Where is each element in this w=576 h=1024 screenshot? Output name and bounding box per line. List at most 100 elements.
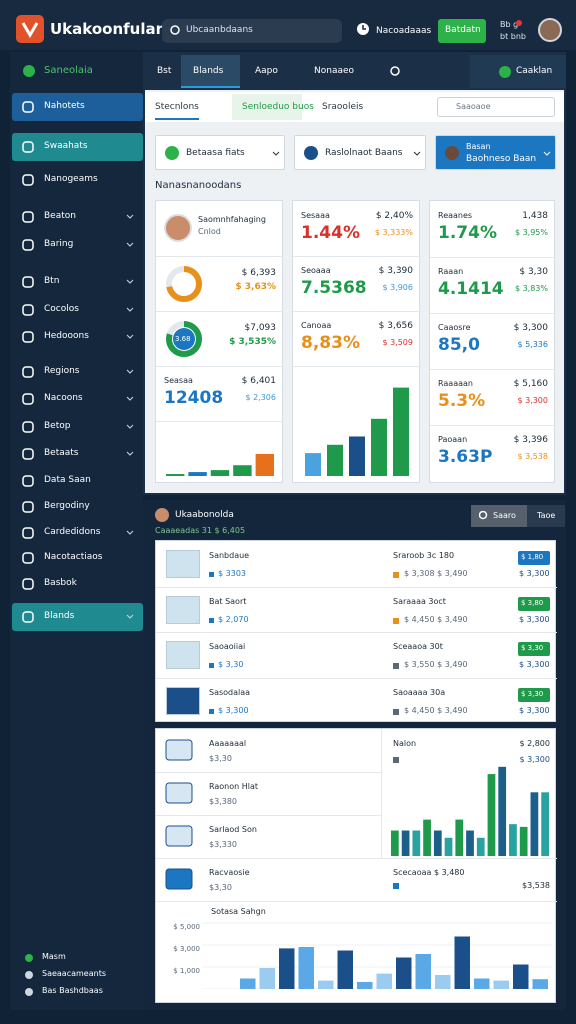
nav-label: Bergodiny [44,501,90,511]
nav-icon [22,276,34,288]
filter-placeholder: Saaoaoe [456,102,491,111]
legend-icon [393,757,399,763]
row-title[interactable]: Bat Saort [209,596,247,606]
item-title[interactable]: Racvaosie [209,868,250,877]
bar [530,792,539,856]
icon [22,211,34,223]
item-title[interactable]: Raonon Hlat [209,782,259,791]
row-title[interactable]: Sasodalaa [209,687,251,697]
search-button[interactable]: Saaro [471,505,527,527]
footer-icon [25,988,33,996]
nav-icon [22,211,34,223]
bar [349,436,365,476]
subtab[interactable]: Sraooleis [322,102,364,112]
chevron [126,307,134,312]
dropdown-label: Raslolnaot Baans [325,148,403,158]
subtab[interactable]: Senloeduo buos [242,102,314,112]
nav-item[interactable]: Cocolos [12,296,143,324]
row-title[interactable]: Sanbdaue [209,551,250,560]
bar [210,470,230,476]
nav-item[interactable]: Betaats [12,440,143,468]
nav-item[interactable]: Btn [12,268,143,296]
bar [357,982,373,989]
icon [445,146,459,160]
top-right-label[interactable]: Caaklan [516,66,553,76]
stat-label: Seoaaa [301,266,331,275]
nav-icon [22,141,34,153]
primary-button[interactable]: Batdatn [438,19,486,43]
avatar[interactable] [538,18,562,42]
stat-amount: $ 3,656 [378,321,413,331]
row-icon [209,663,214,668]
tab[interactable]: Nonaaeo [314,66,355,76]
nav-item[interactable]: Baring [12,231,143,259]
stat-value: 85,0 [438,335,480,355]
nav-item[interactable]: Nacotactiaos [12,544,143,572]
bar [305,453,321,476]
row-middle-value: $ 3,550 $ 3,490 [404,660,468,669]
nav-item[interactable]: Swaahats [12,133,143,161]
bar [233,465,252,476]
nav-item[interactable]: Beaton [12,203,143,231]
button-label: Batdatn [445,25,481,35]
stat-value: 1.44% [301,223,360,243]
nav-item[interactable]: Regions [12,358,143,386]
bar [498,766,507,856]
nav-icon [22,366,34,378]
brand: Ukakoonfulan [50,20,167,38]
item-title[interactable]: Sarlaod Son [209,825,257,834]
nav-label: Baring [44,239,74,249]
dropdown[interactable]: Baohneso Baan Basan [435,135,556,170]
nav-icon [22,174,34,186]
toggle-button[interactable]: Taoe [527,505,565,527]
nav-label: Nacotactiaos [44,552,103,562]
bar [298,947,314,989]
nav-item[interactable]: Basbok [12,570,143,598]
nav-item[interactable]: Nacoons [12,385,143,413]
bar [532,979,548,989]
dropdown[interactable]: Betaasa fiats [155,135,285,170]
subtab-highlight [232,94,302,120]
badge: $ 3,30 [518,642,550,656]
search-button-label: Saaro [493,511,516,520]
section-title: Nanasnanoodans [155,180,242,191]
footer-link[interactable]: Bas Bashdbaas [42,986,103,995]
nav-label: Cocolos [44,304,79,314]
bar [391,830,399,856]
nav-icon [22,101,34,113]
nav-item[interactable]: Hedooons [12,323,143,351]
nav-item[interactable]: Nahotets [12,93,143,121]
nav-item[interactable]: Nanogeams [12,166,143,194]
nav-icon [22,527,34,539]
filter-search[interactable]: Saaoaoe [437,97,555,117]
donut-arc [166,321,202,357]
tab[interactable]: Bst [157,66,172,76]
nav-label: Nanogeams [44,174,98,184]
item-title[interactable]: Aaaaaaal [209,739,247,748]
nav-item[interactable]: Data Saan [12,467,143,495]
divider [156,366,284,367]
icon [22,421,34,433]
icon [22,276,34,288]
icon [22,304,34,316]
footer-link[interactable]: Masm [42,952,66,961]
stat-label: Sesaaa [301,211,330,220]
row-middle-value: $ 4,450 $ 3,490 [404,614,468,624]
nav-label: Betop [44,421,71,431]
dropdown[interactable]: Raslolnaot Baans [294,135,426,170]
divider [430,425,556,426]
nav-item[interactable]: Blands [12,603,143,631]
row-amount: $ 3,300 [519,569,550,578]
nav-item[interactable]: Cardedidons [12,519,143,547]
footer-link[interactable]: Saeaacameants [42,969,106,978]
stat-label: Raaaaan [438,379,473,388]
bar [454,936,470,989]
tab[interactable]: Blands [193,66,224,76]
subtab[interactable]: Stecnlons [155,102,199,120]
search-box[interactable]: Ubcaanbdaans [162,19,342,43]
row-title[interactable]: Saoaoiiai [209,642,246,651]
nav-item[interactable]: Bergodiny [12,493,143,521]
icon [22,448,34,460]
nav-item[interactable]: Betop [12,413,143,441]
tab[interactable]: Aapo [255,66,278,76]
